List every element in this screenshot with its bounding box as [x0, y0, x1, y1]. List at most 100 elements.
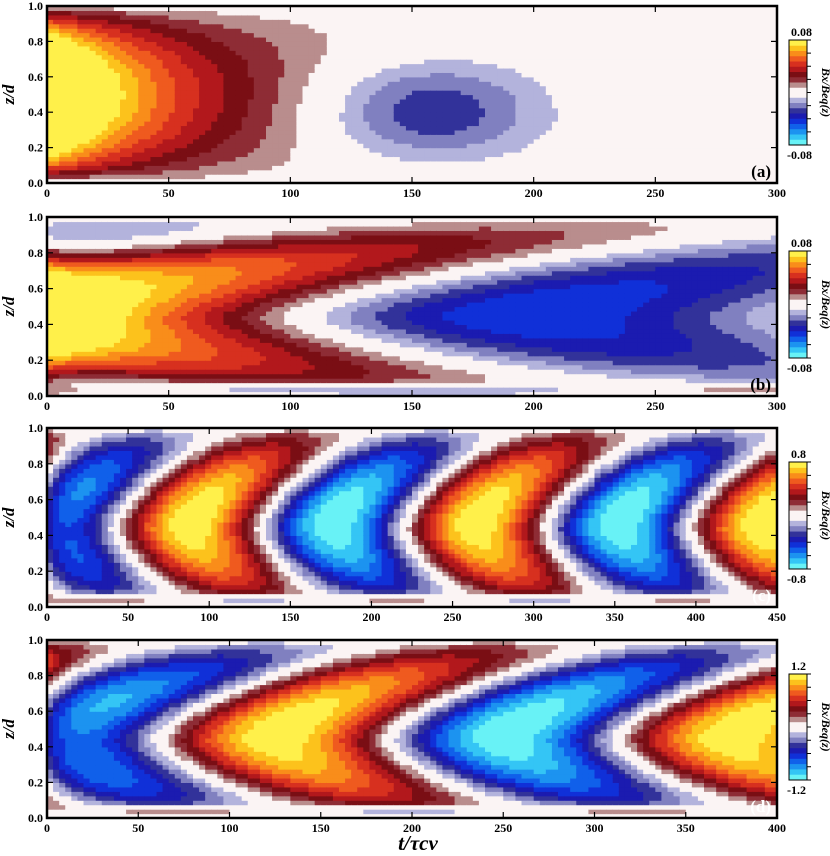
field-cell: [332, 103, 340, 109]
field-cell: [746, 85, 754, 91]
field-cell: [606, 152, 614, 158]
field-cell: [296, 143, 304, 149]
field-cell: [156, 67, 164, 73]
field-cell: [758, 165, 766, 171]
field-cell: [770, 10, 778, 16]
field-cell: [454, 152, 462, 158]
field-cell: [259, 28, 267, 34]
field-cell: [497, 54, 504, 60]
field-cell: [296, 45, 304, 51]
field-cell: [138, 85, 145, 91]
field-cell: [576, 143, 583, 149]
field-cell: [387, 116, 395, 122]
field-cell: [637, 98, 644, 104]
field-cell: [424, 107, 431, 113]
field-cell: [375, 160, 383, 166]
field-cell: [643, 98, 650, 104]
field-cell: [223, 143, 231, 149]
field-cell: [229, 98, 237, 104]
field-cell: [764, 94, 772, 100]
field-cell: [472, 76, 480, 82]
field-cell: [259, 45, 267, 51]
field-cell: [150, 147, 158, 153]
field-cell: [728, 50, 736, 56]
field-cell: [126, 143, 133, 149]
field-cell: [551, 178, 559, 184]
field-cell: [631, 50, 638, 56]
field-cell: [47, 382, 54, 388]
field-cell: [545, 103, 553, 109]
field-cell: [412, 81, 419, 87]
field-cell: [126, 81, 133, 87]
field-cell: [405, 23, 413, 29]
field-cell: [399, 147, 407, 153]
field-cell: [320, 32, 328, 38]
field-cell: [363, 14, 371, 20]
field-cell: [685, 103, 693, 109]
field-cell: [339, 19, 346, 25]
field-cell: [284, 98, 291, 104]
field-cell: [576, 85, 583, 91]
field-cell: [47, 28, 54, 34]
field-cell: [618, 147, 626, 153]
field-cell: [509, 156, 517, 162]
field-cell: [174, 160, 182, 166]
field-cell: [667, 134, 675, 140]
field-cell: [296, 36, 304, 42]
field-cell: [387, 76, 395, 82]
field-cell: [71, 19, 79, 25]
field-cell: [436, 103, 444, 109]
field-cell: [515, 54, 523, 60]
field-cell: [600, 90, 608, 96]
field-cell: [734, 107, 742, 113]
field-cell: [302, 169, 310, 175]
y-tick-label: 0.2: [28, 141, 43, 155]
field-cell: [624, 32, 632, 38]
y-tick-label: 1.0: [28, 0, 43, 13]
field-cell: [588, 67, 596, 73]
field-cell: [223, 125, 231, 131]
field-cell: [752, 63, 760, 69]
field-cell: [77, 41, 85, 47]
field-cell: [357, 6, 364, 12]
field-cell: [320, 14, 328, 20]
field-cell: [558, 169, 565, 175]
field-cell: [47, 160, 54, 166]
field-cell: [576, 134, 583, 140]
field-cell: [442, 85, 450, 91]
field-cell: [59, 355, 66, 361]
field-cell: [95, 125, 103, 131]
field-cell: [387, 6, 395, 12]
field-cell: [138, 134, 145, 140]
field-cell: [77, 50, 85, 56]
field-cell: [113, 147, 121, 153]
field-cell: [770, 125, 778, 131]
field-cell: [320, 19, 328, 25]
field-cell: [770, 98, 778, 104]
field-cell: [47, 32, 54, 38]
field-cell: [101, 160, 109, 166]
field-cell: [685, 81, 693, 87]
field-cell: [162, 41, 170, 47]
field-cell: [430, 50, 437, 56]
field-cell: [722, 41, 729, 47]
field-cell: [734, 10, 742, 16]
field-cell: [740, 116, 748, 122]
field-cell: [272, 169, 279, 175]
field-cell: [649, 10, 656, 16]
field-cell: [89, 32, 97, 38]
field-cell: [156, 178, 164, 184]
field-cell: [424, 90, 431, 96]
field-cell: [284, 14, 291, 20]
field-cell: [296, 14, 304, 20]
field-cell: [320, 121, 328, 127]
field-cell: [113, 138, 121, 144]
field-cell: [503, 169, 510, 175]
field-cell: [588, 116, 596, 122]
field-cell: [126, 98, 133, 104]
field-cell: [381, 165, 389, 171]
field-cell: [290, 129, 298, 135]
field-cell: [59, 257, 66, 263]
field-cell: [728, 143, 736, 149]
colorbar-band: [789, 139, 807, 146]
